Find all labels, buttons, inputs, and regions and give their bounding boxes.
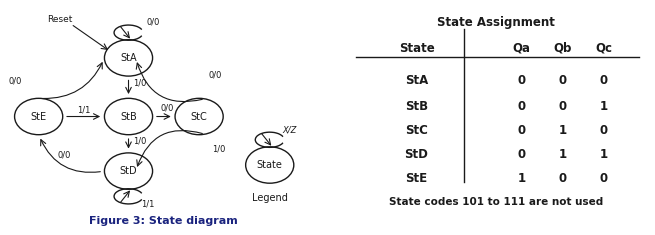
Text: X/Z: X/Z (282, 126, 297, 135)
Text: 0: 0 (517, 148, 525, 161)
Text: 1: 1 (559, 124, 567, 137)
Text: 0: 0 (559, 100, 567, 113)
Text: 0: 0 (559, 172, 567, 184)
Text: StA: StA (121, 53, 137, 63)
Text: Reset: Reset (47, 15, 72, 24)
Text: 1: 1 (600, 148, 608, 161)
Text: Qa: Qa (512, 42, 531, 55)
Text: 0: 0 (517, 74, 525, 87)
Text: 1/0: 1/0 (212, 145, 225, 154)
Text: StD: StD (405, 148, 428, 161)
Text: 1: 1 (600, 100, 608, 113)
Text: Qb: Qb (553, 42, 572, 55)
Text: StE: StE (405, 172, 428, 184)
Text: 0/0: 0/0 (8, 76, 22, 85)
Text: 1/0: 1/0 (134, 137, 147, 146)
Text: 1/0: 1/0 (134, 78, 147, 87)
Text: StB: StB (120, 112, 137, 121)
Text: StD: StD (120, 166, 138, 176)
Text: StB: StB (405, 100, 428, 113)
Text: 1: 1 (559, 148, 567, 161)
Text: StE: StE (31, 112, 47, 121)
Text: 0: 0 (600, 172, 608, 184)
Text: State codes 101 to 111 are not used: State codes 101 to 111 are not used (389, 197, 603, 208)
Text: 0: 0 (517, 124, 525, 137)
Text: State: State (257, 160, 283, 170)
Text: 0/0: 0/0 (209, 70, 222, 79)
Text: StC: StC (405, 124, 428, 137)
Text: 0: 0 (559, 74, 567, 87)
Text: 0: 0 (600, 124, 608, 137)
Text: StA: StA (405, 74, 428, 87)
Text: 0/0: 0/0 (58, 151, 71, 160)
Text: State: State (399, 42, 434, 55)
Text: 0: 0 (600, 74, 608, 87)
Text: 1/1: 1/1 (77, 106, 90, 114)
Text: Legend: Legend (252, 193, 288, 203)
Text: 0: 0 (517, 100, 525, 113)
Text: State Assignment: State Assignment (437, 16, 555, 29)
Text: Qc: Qc (595, 42, 612, 55)
Text: Figure 3: State diagram: Figure 3: State diagram (89, 215, 238, 226)
Text: 1: 1 (517, 172, 525, 184)
Text: StC: StC (191, 112, 208, 121)
Text: 0/0: 0/0 (160, 103, 174, 113)
Text: 1/1: 1/1 (141, 200, 155, 208)
Text: 0/0: 0/0 (146, 18, 160, 27)
